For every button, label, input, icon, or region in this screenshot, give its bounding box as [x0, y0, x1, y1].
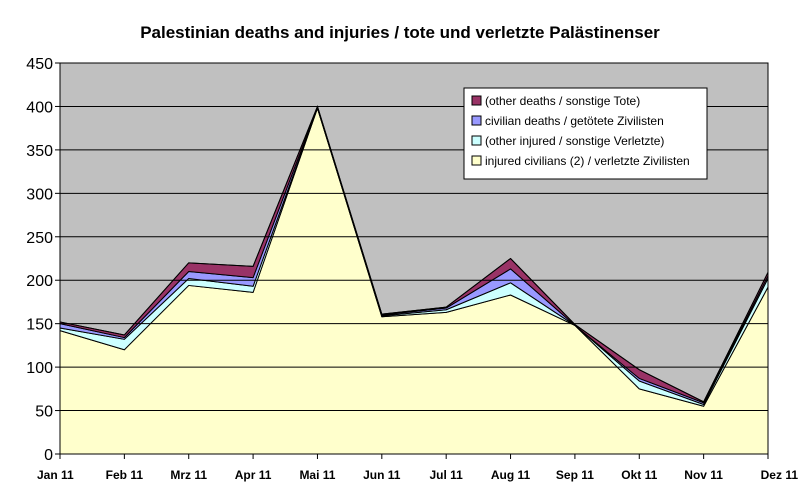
plot-frame — [59, 62, 769, 455]
legend-swatch-2 — [471, 115, 482, 126]
x-tick-label-3: Apr 11 — [235, 468, 272, 482]
x-tick-label-6: Jul 11 — [430, 468, 464, 482]
y-tick-label-2: 100 — [26, 360, 53, 377]
y-tick-label-1: 50 — [35, 404, 53, 421]
y-tick-label-6: 300 — [26, 186, 53, 203]
legend-label-0: injured civilians (2) / verletzte Zivili… — [485, 154, 690, 168]
x-tick-label-0: Jan 11 — [37, 468, 74, 482]
chart-title: Palestinian deaths and injuries / tote u… — [140, 23, 660, 42]
y-tick-label-5: 250 — [26, 230, 53, 247]
x-tick-label-4: Mai 11 — [299, 468, 335, 482]
x-tick-label-2: Mrz 11 — [170, 468, 207, 482]
legend-box — [463, 87, 708, 180]
x-tick-label-7: Aug 11 — [491, 468, 531, 482]
y-tick-label-7: 350 — [26, 143, 53, 160]
x-tick-label-9: Okt 11 — [621, 468, 657, 482]
legend-swatch-1 — [471, 135, 482, 146]
y-tick-label-8: 400 — [26, 99, 53, 116]
legend-swatch-0 — [471, 155, 482, 166]
top-outline — [59, 104, 769, 403]
legend-label-3: (other deaths / sonstige Tote) — [485, 94, 640, 108]
x-tick-label-10: Nov 11 — [684, 468, 723, 482]
legend: (other deaths / sonstige Tote) civilian d… — [463, 87, 708, 180]
legend-swatch-3 — [471, 95, 482, 106]
y-tick-label-3: 150 — [26, 317, 53, 334]
y-tick-label-0: 0 — [44, 447, 53, 464]
x-tick-label-5: Jun 11 — [363, 468, 401, 482]
y-tick-label-4: 200 — [26, 273, 53, 290]
y-tick-label-9: 450 — [26, 56, 53, 73]
x-tick-label-11: Dez 11 — [761, 468, 799, 482]
x-tick-label-1: Feb 11 — [106, 468, 144, 482]
legend-label-2: civilian deaths / getötete Zivilisten — [485, 114, 664, 128]
legend-label-1: (other injured / sonstige Verletzte) — [485, 134, 664, 148]
x-tick-label-8: Sep 11 — [556, 468, 594, 482]
